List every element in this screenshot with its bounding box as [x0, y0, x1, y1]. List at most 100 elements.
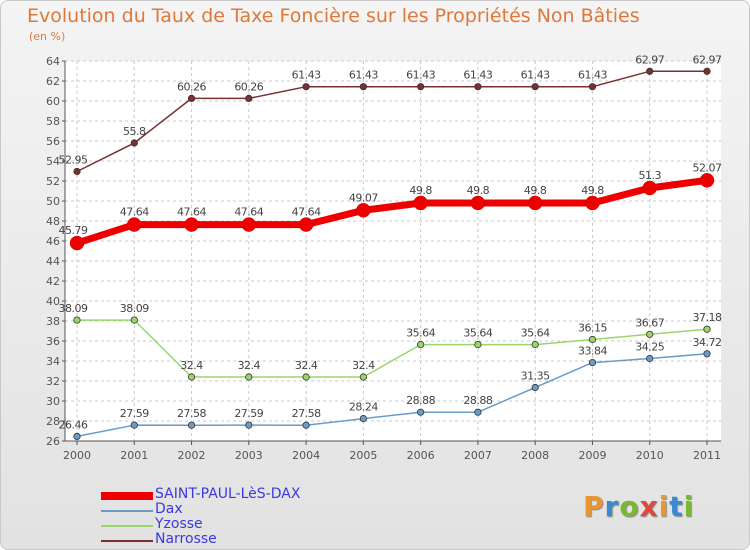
data-label-yzosse: 37.18	[693, 311, 722, 324]
data-label-yzosse: 38.09	[120, 302, 149, 315]
data-label-dax: 33.84	[578, 345, 607, 358]
proxiti-logo: Proxiti	[583, 490, 695, 523]
x-tick-label: 2006	[407, 449, 435, 462]
data-label-narrosse: 52.95	[59, 154, 88, 167]
legend-label-dax: Dax	[155, 501, 183, 517]
series-line-narrosse	[76, 70, 707, 173]
data-point-saint-paul-l-s-dax	[356, 203, 371, 218]
data-point-narrosse	[703, 67, 711, 75]
data-label-yzosse: 32.4	[180, 359, 203, 372]
data-label-narrosse: 61.43	[578, 69, 607, 82]
data-point-saint-paul-l-s-dax	[127, 217, 142, 232]
x-tick-label: 2011	[693, 449, 721, 462]
data-point-narrosse	[73, 167, 81, 176]
data-point-dax	[646, 354, 654, 363]
data-point-narrosse	[245, 94, 253, 103]
x-tick-label: 2007	[464, 449, 492, 462]
data-point-yzosse	[130, 316, 138, 324]
data-point-saint-paul-l-s-dax	[413, 195, 428, 211]
legend-swatch-yzosse	[101, 525, 153, 527]
y-tick-label: 50	[46, 195, 60, 208]
data-label-saint-paul-l-s-dax: 49.8	[524, 184, 547, 197]
data-label-narrosse: 60.26	[177, 80, 206, 93]
chart-title: Evolution du Taux de Taxe Foncière sur l…	[27, 5, 640, 27]
data-label-saint-paul-l-s-dax: 49.07	[349, 191, 378, 204]
data-point-narrosse	[588, 83, 597, 91]
y-tick-label: 64	[46, 55, 60, 68]
data-point-saint-paul-l-s-dax	[298, 217, 314, 232]
data-label-yzosse: 35.64	[463, 327, 492, 340]
data-label-saint-paul-l-s-dax: 47.64	[234, 206, 263, 219]
plot-area	[65, 61, 721, 441]
x-tick-label: 2005	[349, 449, 377, 462]
legend-swatch-saint-paul-les-dax	[101, 492, 153, 500]
y-tick-label: 26	[46, 435, 60, 448]
y-tick-label: 46	[46, 235, 60, 248]
data-point-dax	[417, 408, 425, 416]
data-label-saint-paul-l-s-dax: 51.3	[638, 169, 661, 182]
y-tick-label: 58	[46, 115, 60, 128]
data-label-saint-paul-l-s-dax: 49.8	[581, 184, 604, 197]
data-label-dax: 27.59	[234, 407, 263, 420]
x-tick-label: 2008	[521, 449, 549, 462]
data-label-narrosse: 62.97	[693, 53, 722, 66]
data-point-narrosse	[302, 83, 310, 91]
data-label-dax: 28.88	[463, 394, 492, 407]
y-tick-label: 40	[46, 295, 60, 308]
data-point-yzosse	[302, 373, 310, 381]
data-label-yzosse: 36.67	[635, 316, 664, 329]
data-label-yzosse: 35.64	[521, 327, 550, 340]
data-point-narrosse	[130, 139, 138, 147]
data-label-yzosse: 32.4	[352, 359, 375, 372]
series-line-dax	[76, 353, 708, 438]
data-point-saint-paul-l-s-dax	[69, 235, 85, 251]
data-label-narrosse: 62.97	[635, 53, 664, 66]
data-point-narrosse	[646, 67, 654, 75]
chart-unit-label: (en %)	[29, 30, 66, 43]
legend-label-narrosse: Narrosse	[155, 531, 217, 547]
data-label-dax: 28.88	[406, 394, 435, 407]
y-tick-label: 42	[46, 275, 60, 288]
data-point-saint-paul-l-s-dax	[184, 217, 199, 232]
data-label-narrosse: 61.43	[349, 69, 378, 82]
data-label-yzosse: 35.64	[406, 327, 435, 340]
x-tick-label: 2004	[292, 449, 320, 462]
data-label-narrosse: 61.43	[406, 69, 435, 82]
data-point-dax	[359, 414, 367, 423]
data-label-saint-paul-l-s-dax: 49.8	[467, 184, 490, 197]
data-point-saint-paul-l-s-dax	[527, 195, 543, 211]
data-label-narrosse: 61.43	[463, 69, 492, 82]
y-tick-label: 56	[46, 135, 60, 148]
data-label-yzosse: 32.4	[295, 359, 318, 372]
x-tick-label: 2010	[636, 449, 664, 462]
data-point-narrosse	[417, 83, 425, 91]
data-point-narrosse	[531, 83, 539, 91]
data-label-dax: 27.58	[177, 407, 206, 420]
data-point-saint-paul-l-s-dax	[642, 180, 657, 196]
data-point-yzosse	[245, 373, 253, 381]
data-point-yzosse	[703, 325, 711, 333]
data-point-dax	[703, 350, 711, 358]
data-label-saint-paul-l-s-dax: 49.8	[409, 184, 432, 197]
y-tick-label: 44	[46, 255, 60, 268]
data-label-saint-paul-l-s-dax: 47.64	[292, 206, 321, 219]
y-tick-label: 48	[46, 215, 60, 228]
y-tick-label: 36	[46, 335, 60, 348]
data-point-dax	[474, 408, 482, 416]
data-point-yzosse	[646, 330, 654, 338]
legend-label-yzosse: Yzosse	[155, 516, 203, 532]
data-label-dax: 28.24	[349, 401, 378, 414]
data-label-dax: 34.25	[635, 341, 664, 354]
y-tick-label: 54	[46, 155, 60, 168]
data-point-dax	[130, 421, 138, 429]
data-label-saint-paul-l-s-dax: 45.79	[59, 224, 88, 237]
data-label-narrosse: 61.43	[521, 69, 550, 82]
data-point-dax	[187, 421, 196, 429]
legend-label-saint-paul-les-dax: SAINT-PAUL-LèS-DAX	[155, 486, 301, 502]
x-tick-label: 2001	[120, 449, 148, 462]
data-point-dax	[531, 383, 539, 392]
data-label-narrosse: 61.43	[292, 69, 321, 82]
series-line-yzosse	[77, 319, 708, 378]
